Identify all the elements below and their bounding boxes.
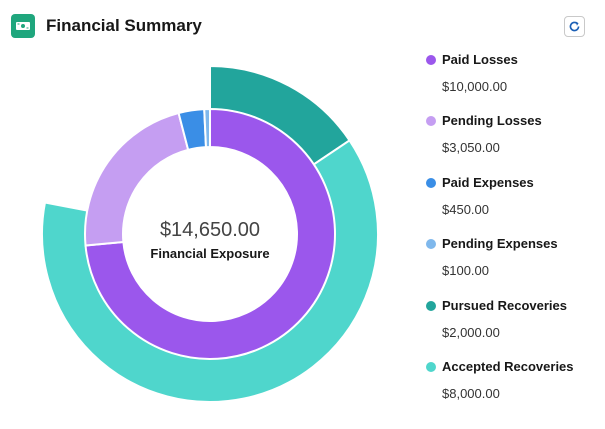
legend-dot	[426, 239, 436, 250]
legend-item-accepted-recoveries[interactable]: Accepted Recoveries $8,000.00	[426, 357, 601, 418]
financial-chart	[0, 44, 410, 429]
legend-value: $10,000.00	[442, 79, 508, 94]
legend-value: $8,000.00	[442, 385, 500, 401]
legend-dot	[426, 300, 436, 311]
legend-dot	[426, 116, 436, 127]
legend-dot	[426, 55, 436, 65]
financial-exposure-value: $14,650.00	[159, 219, 261, 241]
chart-legend: Paid Losses $10,000.00 Pending Losses $3…	[426, 50, 601, 418]
inner-slice-paid-losses[interactable]	[84, 107, 336, 360]
legend-item-pending-losses[interactable]: Pending Losses $3,050.00	[426, 111, 601, 172]
legend-item-pending-expenses[interactable]: Pending Expenses $100.00	[426, 234, 601, 295]
financial-exposure-label: Financial Exposure	[150, 246, 270, 261]
inner-slice-pending-expenses[interactable]	[203, 107, 211, 149]
card-title: Financial Summary	[46, 16, 202, 35]
legend-label: Pursued Recoveries	[442, 297, 568, 313]
legend-dot	[426, 361, 436, 372]
refresh-icon	[569, 21, 580, 32]
legend-item-paid-expenses[interactable]: Paid Expenses $450.00	[426, 173, 601, 234]
legend-value: $450.00	[442, 201, 489, 217]
legend-label: Pending Expenses	[442, 236, 558, 252]
legend-label: Accepted Recoveries	[442, 358, 574, 374]
legend-value: $100.00	[442, 263, 489, 279]
refresh-button[interactable]	[564, 16, 585, 37]
legend-item-pursued-recoveries[interactable]: Pursued Recoveries $2,000.00	[426, 296, 601, 357]
donut-chart	[41, 64, 379, 403]
legend-value: $3,050.00	[442, 140, 500, 156]
legend-label: Pending Losses	[442, 113, 542, 129]
legend-label: Paid Expenses	[442, 174, 534, 190]
legend-item-paid-losses[interactable]: Paid Losses $10,000.00	[426, 50, 601, 111]
legend-value: $2,000.00	[442, 324, 500, 340]
legend-label: Paid Losses	[442, 52, 518, 67]
money-icon	[11, 14, 35, 38]
legend-dot	[426, 177, 436, 188]
